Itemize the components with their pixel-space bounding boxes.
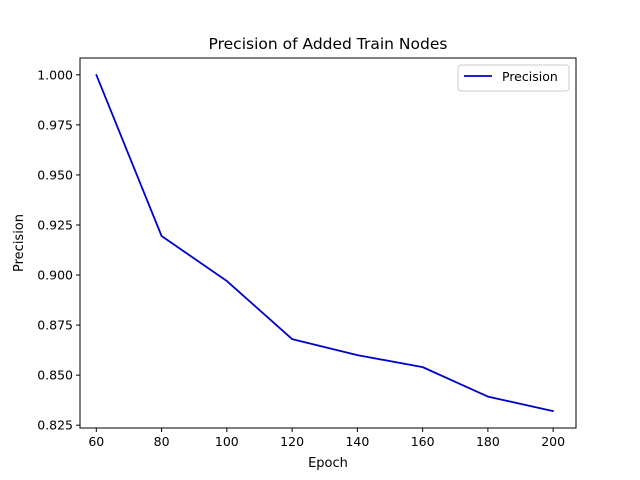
x-tick-label: 180 bbox=[476, 434, 500, 449]
y-axis-label: Precision bbox=[12, 214, 27, 272]
x-tick-label: 100 bbox=[215, 434, 239, 449]
chart-title: Precision of Added Train Nodes bbox=[209, 35, 448, 53]
x-tick-label: 80 bbox=[154, 434, 170, 449]
x-tick-label: 200 bbox=[541, 434, 565, 449]
x-axis-ticks: 60 80 100 120 140 160 180 200 bbox=[88, 428, 565, 449]
data-point bbox=[421, 366, 424, 368]
plot-frame bbox=[79, 57, 577, 429]
x-tick-label: 120 bbox=[280, 434, 304, 449]
y-tick-label: 1.000 bbox=[37, 67, 73, 82]
y-tick-label: 0.900 bbox=[37, 268, 73, 283]
x-tick-label: 160 bbox=[411, 434, 435, 449]
x-tick-label: 140 bbox=[345, 434, 369, 449]
y-tick-label: 0.875 bbox=[37, 318, 73, 333]
data-point bbox=[226, 280, 228, 282]
data-point bbox=[95, 74, 98, 76]
x-axis-label: Epoch bbox=[308, 456, 348, 471]
data-point bbox=[291, 338, 293, 340]
y-axis-ticks: 0.825 0.850 0.875 0.900 0.925 0.950 0.975 1.000 bbox=[37, 67, 80, 433]
data-point bbox=[160, 235, 163, 237]
data-point bbox=[487, 395, 489, 398]
y-tick-label: 0.850 bbox=[37, 368, 73, 383]
y-tick-label: 0.975 bbox=[37, 117, 73, 132]
legend: Precision bbox=[457, 64, 570, 92]
data-point bbox=[552, 410, 554, 412]
y-tick-label: 0.950 bbox=[37, 167, 73, 182]
data-point bbox=[356, 354, 359, 356]
legend-box bbox=[457, 64, 570, 92]
axes bbox=[79, 57, 577, 429]
x-tick-label: 60 bbox=[88, 434, 104, 449]
y-tick-label: 0.825 bbox=[37, 418, 73, 433]
series-line-precision bbox=[95, 74, 554, 413]
y-tick-label: 0.925 bbox=[37, 217, 73, 232]
legend-label-precision: Precision bbox=[502, 69, 558, 84]
series-group bbox=[95, 74, 554, 413]
